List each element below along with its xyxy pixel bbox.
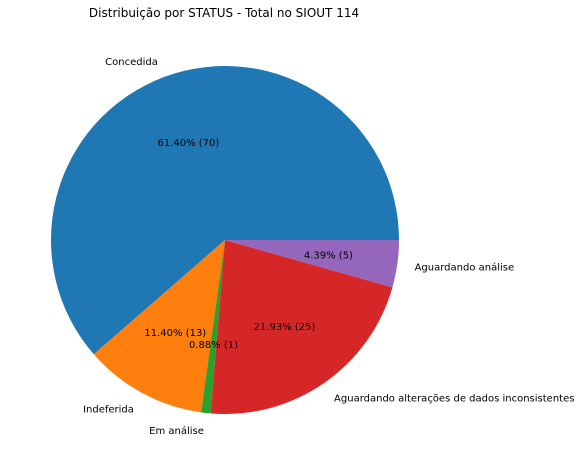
- pie-slice-aguardando-alteracoes-de-dados-inconsistentes: [210, 240, 393, 414]
- slice-percent-aguardando-analise: 4.39% (5): [304, 250, 353, 261]
- slice-label-aguardando-analise: Aguardando análise: [415, 261, 515, 273]
- pie-slice-concedida: [51, 65, 399, 355]
- slice-label-em-analise: Em análise: [149, 425, 204, 437]
- slice-percent-em-analise: 0.88% (1): [189, 340, 238, 351]
- slice-percent-aguardando-alteracoes-de-dados-inconsistentes: 21.93% (25): [254, 322, 316, 333]
- slice-label-aguardando-alteracoes-de-dados-inconsistentes: Aguardando alterações de dados inconsist…: [334, 393, 574, 404]
- pie-slice-aguardando-analise: [225, 240, 399, 288]
- slice-percent-indeferida: 11.40% (13): [144, 328, 206, 339]
- pie-slices: [51, 65, 399, 414]
- slice-percent-concedida: 61.40% (70): [157, 138, 219, 149]
- slice-label-indeferida: Indeferida: [83, 404, 134, 415]
- pie-labels: Concedida 61.40% (70) Indeferida 11.40% (13…: [83, 57, 574, 437]
- pie-slice-indeferida: [93, 240, 225, 413]
- pie-slice-em-analise: [201, 240, 225, 414]
- slice-label-concedida: Concedida: [105, 57, 158, 68]
- chart-title: Distribuição por STATUS - Total no SIOUT…: [89, 6, 359, 20]
